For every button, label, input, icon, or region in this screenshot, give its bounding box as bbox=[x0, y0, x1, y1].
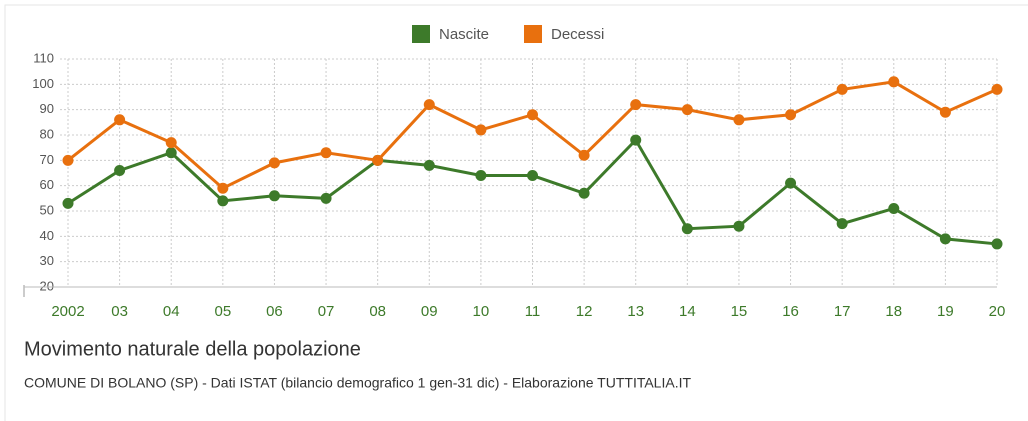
frame bbox=[4, 4, 1028, 421]
data-point bbox=[423, 159, 435, 171]
data-point bbox=[217, 195, 229, 207]
data-point bbox=[630, 99, 642, 111]
data-point bbox=[888, 202, 900, 214]
data-point bbox=[268, 190, 280, 202]
x-tick-label: 11 bbox=[525, 303, 541, 320]
data-point bbox=[217, 182, 229, 194]
data-point bbox=[578, 149, 590, 161]
x-tick-label: 08 bbox=[369, 303, 386, 320]
data-point bbox=[62, 197, 74, 209]
y-tick-label: 80 bbox=[40, 126, 54, 141]
y-tick-label: 100 bbox=[32, 76, 54, 91]
legend-swatch bbox=[412, 25, 430, 43]
x-tick-label: 05 bbox=[214, 303, 231, 320]
x-tick-label: 18 bbox=[885, 303, 902, 320]
data-point bbox=[785, 109, 797, 121]
data-point bbox=[630, 134, 642, 146]
legend-label: Nascite bbox=[439, 26, 489, 43]
x-tick-label: 14 bbox=[679, 303, 696, 320]
y-tick-label: 70 bbox=[40, 152, 54, 167]
x-tick-label: 13 bbox=[627, 303, 644, 320]
data-point bbox=[527, 109, 538, 121]
data-point bbox=[114, 114, 126, 126]
data-point bbox=[836, 83, 848, 95]
x-tick-label: 04 bbox=[163, 303, 180, 320]
x-tick-label: 16 bbox=[782, 303, 799, 320]
x-tick-label: 09 bbox=[421, 303, 438, 320]
data-point bbox=[268, 157, 280, 169]
data-point bbox=[991, 238, 1003, 250]
data-point bbox=[939, 106, 951, 118]
data-point bbox=[527, 170, 538, 182]
data-point bbox=[939, 233, 951, 245]
data-point bbox=[681, 104, 693, 116]
x-tick-label: 03 bbox=[111, 303, 128, 320]
chart-title: Movimento naturale della popolazione bbox=[24, 338, 361, 360]
y-tick-label: 90 bbox=[40, 101, 54, 116]
data-point bbox=[475, 170, 487, 182]
x-tick-label: 17 bbox=[834, 303, 851, 320]
x-tick-label: 06 bbox=[266, 303, 283, 320]
data-point bbox=[733, 114, 745, 126]
x-tick-label: 15 bbox=[731, 303, 748, 320]
y-tick-label: 20 bbox=[40, 278, 54, 293]
data-point bbox=[165, 147, 177, 159]
x-tick-label: 10 bbox=[473, 303, 490, 320]
data-point bbox=[372, 154, 384, 166]
data-point bbox=[62, 154, 74, 166]
data-point bbox=[320, 147, 332, 159]
data-point bbox=[114, 164, 126, 176]
data-point bbox=[578, 187, 590, 199]
data-point bbox=[475, 124, 487, 136]
data-point bbox=[320, 192, 332, 204]
legend-swatch bbox=[524, 25, 542, 43]
data-point bbox=[423, 99, 435, 111]
data-point bbox=[991, 83, 1003, 95]
x-tick-label: 2002 bbox=[51, 303, 84, 320]
y-tick-label: 50 bbox=[40, 202, 54, 217]
x-tick-label: 19 bbox=[937, 303, 954, 320]
data-point bbox=[681, 223, 693, 235]
y-tick-label: 40 bbox=[40, 228, 54, 243]
data-point bbox=[165, 137, 177, 149]
data-point bbox=[785, 177, 797, 189]
x-tick-label: 07 bbox=[318, 303, 335, 320]
legend-label: Decessi bbox=[551, 26, 604, 43]
chart-subtitle: COMUNE DI BOLANO (SP) - Dati ISTAT (bila… bbox=[24, 375, 691, 391]
y-tick-label: 30 bbox=[40, 253, 54, 268]
y-tick-label: 110 bbox=[33, 50, 54, 65]
data-point bbox=[888, 76, 900, 88]
data-point bbox=[733, 220, 745, 232]
x-tick-label: 20 bbox=[989, 303, 1006, 320]
data-point bbox=[836, 218, 848, 230]
y-tick-label: 60 bbox=[40, 177, 54, 192]
x-tick-label: 12 bbox=[576, 303, 593, 320]
